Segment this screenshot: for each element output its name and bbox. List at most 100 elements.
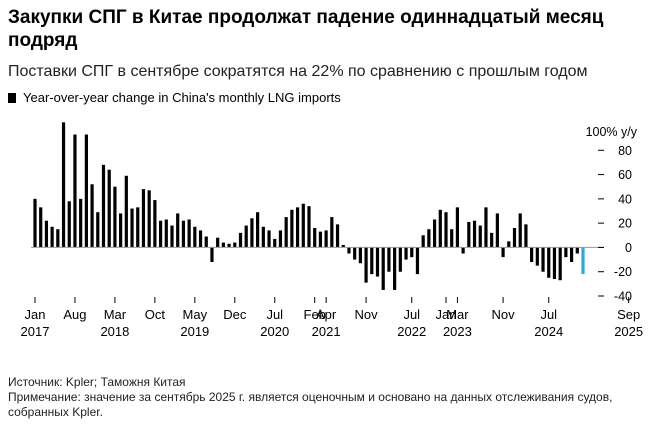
bar	[244, 225, 248, 248]
x-axis: Jan 2017 Aug Mar 2018 Oct May 2019 Dec Jul 2020 Feb…	[21, 297, 643, 339]
bar-chart: 100% y/y 80 60 40 20 0 -20 -40 Jan 2017 Aug Mar 201…	[21, 122, 643, 339]
x-tick-year-label: 2022	[397, 324, 426, 339]
bar	[353, 247, 357, 260]
bar	[256, 212, 260, 248]
bar	[295, 207, 300, 248]
bar	[73, 134, 77, 248]
bar	[472, 220, 477, 248]
bar	[33, 198, 37, 248]
bar	[101, 164, 106, 248]
bar	[478, 225, 482, 248]
bar	[119, 213, 123, 248]
bar	[313, 228, 317, 248]
x-tick-year-label: 2020	[260, 324, 289, 339]
y-axis: 100% y/y 80 60 40 20 0 -20 -40	[586, 125, 638, 304]
bar	[393, 247, 397, 290]
bar	[490, 232, 494, 248]
bar	[233, 242, 237, 248]
bar	[547, 247, 551, 278]
bar	[398, 247, 402, 272]
bar	[501, 247, 505, 258]
bar	[381, 247, 385, 290]
bar	[370, 247, 374, 275]
bar	[432, 219, 437, 248]
bar	[444, 212, 448, 248]
y-tick-label: -40	[614, 290, 632, 304]
y-tick-label: -20	[614, 265, 632, 279]
x-tick-year-label: 2021	[312, 324, 341, 339]
bar	[67, 201, 71, 248]
bar	[324, 230, 328, 248]
bar-estimate	[581, 247, 585, 275]
bar	[507, 241, 511, 248]
bar	[147, 190, 151, 248]
x-tick-year-label: 2019	[180, 324, 209, 339]
x-tick-month-label: Nov	[355, 307, 379, 322]
bar	[461, 247, 465, 254]
x-tick-month-label: Sep	[617, 307, 640, 322]
bar	[210, 247, 214, 262]
x-tick-year-label: 2018	[100, 324, 129, 339]
x-tick-year-label: 2023	[443, 324, 472, 339]
bar	[44, 220, 49, 248]
note-text: Примечание: значение за сентябрь 2025 г.…	[8, 390, 613, 419]
bar	[39, 207, 43, 248]
bar	[141, 189, 146, 248]
chart-title: Закупки СПГ в Китае продолжат падение од…	[8, 7, 604, 51]
bar	[284, 217, 288, 248]
bar	[290, 209, 294, 248]
bar	[318, 231, 323, 248]
bar	[518, 213, 522, 248]
bar	[524, 224, 528, 248]
bar	[347, 247, 351, 254]
bar	[415, 247, 420, 275]
bar	[335, 224, 340, 248]
bar	[227, 243, 231, 248]
bar	[61, 122, 66, 248]
bar	[575, 247, 579, 254]
legend-swatch	[8, 93, 16, 103]
bar	[512, 228, 517, 248]
source-text: Источник: Kpler; Таможня Китая	[8, 375, 186, 389]
bar	[364, 247, 368, 283]
bar	[484, 207, 488, 248]
x-tick-month-label: Apr	[316, 307, 337, 322]
bar	[250, 218, 254, 248]
bar	[564, 247, 568, 258]
bar	[193, 226, 197, 248]
bar	[267, 230, 271, 248]
bar	[56, 229, 60, 248]
x-tick-month-label: Jul	[266, 307, 283, 322]
y-tick-label: 80	[618, 144, 632, 158]
bar	[552, 247, 557, 279]
bar	[113, 186, 117, 248]
bar	[153, 200, 157, 248]
bar	[558, 247, 562, 281]
bar	[301, 203, 305, 248]
bar	[530, 247, 534, 262]
bar	[421, 235, 425, 248]
bar	[541, 247, 545, 272]
bar	[164, 219, 168, 248]
bar	[387, 247, 391, 272]
bar	[375, 247, 380, 277]
bar	[273, 238, 277, 248]
x-tick-month-label: Feb	[304, 307, 326, 322]
bar	[170, 225, 174, 248]
bar	[278, 230, 283, 248]
legend: Year-over-year change in China's monthly…	[8, 89, 341, 107]
y-unit-label: 100% y/y	[586, 125, 638, 139]
y-tick-label: 60	[618, 168, 632, 182]
legend-label: Year-over-year change in China's monthly…	[23, 90, 341, 105]
bar	[198, 230, 203, 248]
x-tick-year-label: 2025	[614, 324, 643, 339]
x-tick-month-label: May	[183, 307, 208, 322]
bar	[535, 247, 539, 266]
bar	[124, 175, 128, 248]
x-tick-month-label: Mar	[104, 307, 127, 322]
bar	[96, 212, 100, 248]
bar	[261, 226, 265, 248]
bar	[438, 209, 442, 248]
bar	[238, 232, 243, 248]
y-tick-label: 0	[625, 241, 632, 255]
